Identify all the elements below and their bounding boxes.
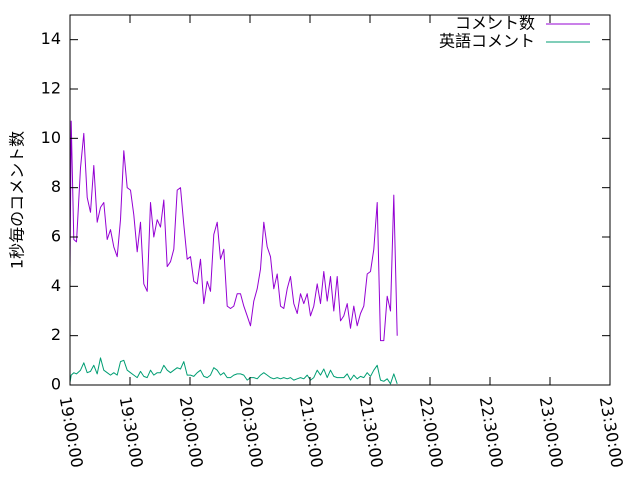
- x-tick-label: 21:00:00: [296, 395, 327, 469]
- y-tick-label: 14: [41, 29, 61, 48]
- y-tick-label: 2: [51, 325, 61, 344]
- y-tick-label: 8: [51, 177, 61, 196]
- x-tick-label: 19:00:00: [56, 395, 87, 469]
- x-tick-label: 23:30:00: [596, 395, 627, 469]
- legend-label: 英語コメント: [439, 32, 535, 51]
- series-line-1: [69, 120, 398, 342]
- y-tick-label: 6: [51, 227, 61, 246]
- y-axis-label: 1秒毎のコメント数: [8, 131, 27, 269]
- plot-frame: [69, 14, 611, 386]
- y-axis-label-group: 1秒毎のコメント数: [8, 131, 27, 269]
- series-layer: [69, 120, 398, 385]
- x-tick-label: 22:30:00: [476, 395, 507, 469]
- x-tick-label: 20:00:00: [176, 395, 207, 469]
- tick-layer: 0 2 4 6 8 10 12 14 19:00:00 19:30:00 20:00:00 20:30…: [41, 15, 627, 469]
- x-tick-label: 20:30:00: [236, 395, 267, 469]
- x-tick-label: 23:00:00: [536, 395, 567, 469]
- y-tick-label: 12: [41, 79, 61, 98]
- legend-label: コメント数: [455, 14, 535, 33]
- x-tick-label: 19:30:00: [116, 395, 147, 469]
- y-tick-label: 10: [41, 128, 61, 147]
- series-line-2: [69, 357, 398, 385]
- x-tick-label: 21:30:00: [356, 395, 387, 469]
- x-tick-label: 22:00:00: [416, 395, 447, 469]
- y-tick-label: 4: [51, 276, 61, 295]
- y-tick-label: 0: [51, 375, 61, 394]
